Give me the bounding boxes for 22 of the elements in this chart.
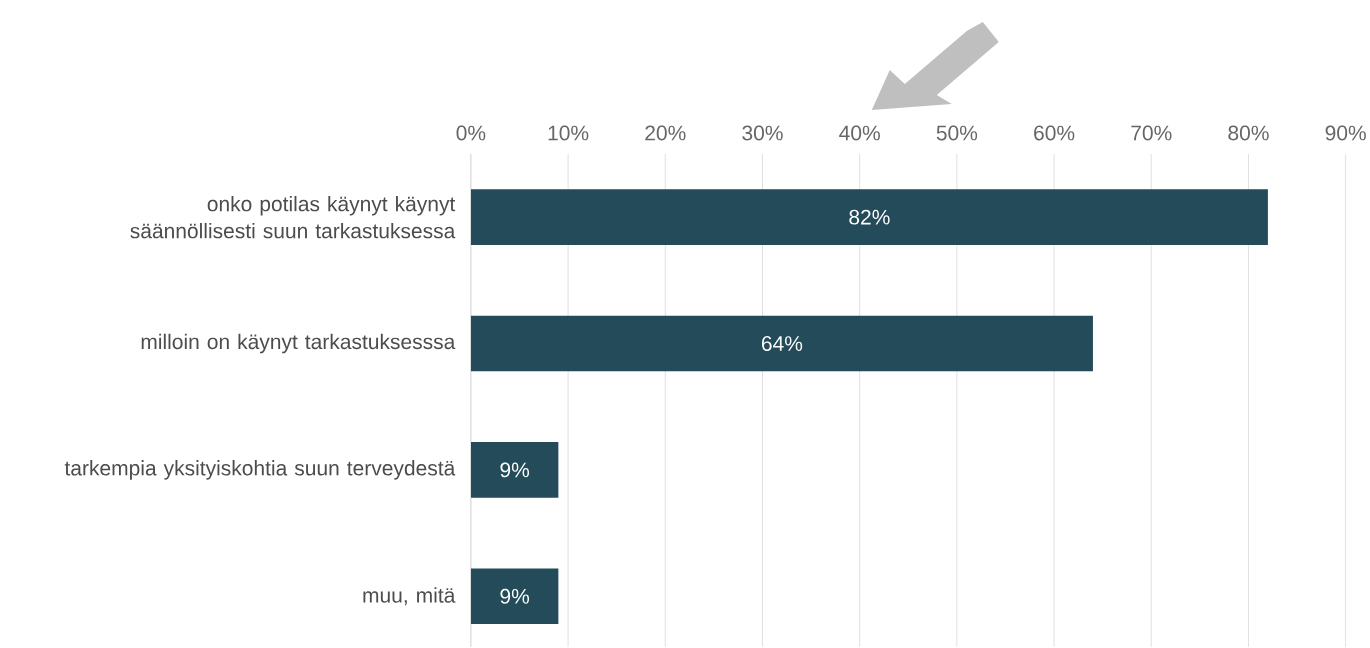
bar [470, 315, 1093, 372]
y-tick-label: tarkempia yksityiskohtia suun terveydestä [64, 460, 456, 480]
x-tick-label: 30% [742, 125, 783, 141]
x-tick-label: 20% [645, 125, 686, 141]
x-tick-label: 80% [1228, 125, 1269, 141]
bar [470, 189, 1268, 246]
y-tick-label: onko potilas käynyt käynyt säännöllisesti suun tarkastuksessa [130, 196, 456, 239]
data-label: 64% [761, 336, 803, 352]
x-tick-label: 70% [1131, 125, 1172, 141]
x-tick-label: 0% [456, 125, 486, 141]
x-tick-label: 50% [936, 125, 978, 141]
data-label: 82% [849, 209, 890, 225]
y-tick-label: muu, mitä [363, 587, 456, 606]
x-tick-label: 40% [839, 125, 880, 141]
y-tick-label: milloin on käynyt tarkastuksesssa [141, 333, 456, 354]
x-tick-label: 90% [1325, 125, 1366, 141]
data-label: 9% [500, 462, 530, 478]
x-tick-label: 10% [548, 125, 589, 141]
data-label: 9% [500, 588, 530, 604]
bar [470, 568, 559, 625]
x-tick-label: 60% [1034, 125, 1075, 141]
bar [470, 442, 559, 498]
